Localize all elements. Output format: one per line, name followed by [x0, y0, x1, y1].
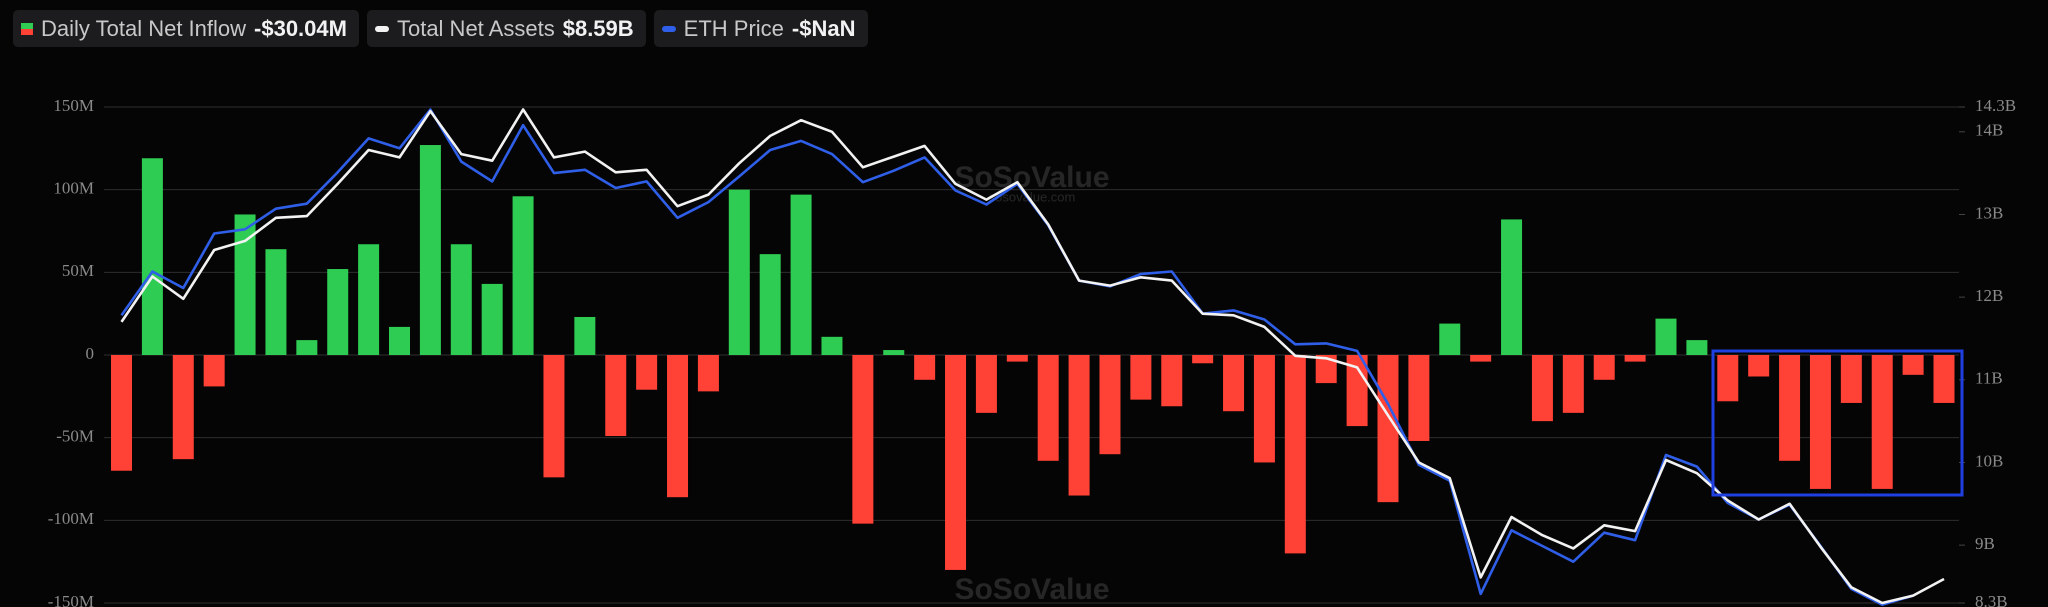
bar [1408, 355, 1430, 441]
y-tick-label: 50M [62, 261, 94, 280]
y2-tick-label: 14.3B [1975, 96, 2016, 115]
bar [1377, 355, 1399, 503]
bar [821, 336, 843, 355]
bar [1717, 355, 1739, 402]
bar [1346, 355, 1368, 427]
y2-tick-label: 8.3B [1975, 592, 2008, 607]
bar [1192, 355, 1214, 364]
legend-label: Total Net Assets [396, 15, 555, 41]
bar [728, 189, 750, 355]
bar [1284, 355, 1306, 554]
bar [1253, 355, 1275, 463]
grid: -150M -100M -50M 0 50M 100M 150M 8.3B 9B 10B 11B 12… [48, 96, 2016, 607]
bar [1439, 323, 1461, 355]
bar [234, 214, 256, 355]
bar [1779, 355, 1801, 461]
highlight-box [1711, 349, 1964, 497]
lines [120, 108, 1945, 606]
bar [605, 355, 627, 437]
bar [1099, 355, 1121, 455]
bar [1902, 355, 1924, 375]
bar [389, 326, 411, 355]
y-tick-label: -150M [48, 592, 94, 607]
legend-value: -$30.04M [254, 15, 347, 41]
bar [141, 158, 163, 355]
bar [1840, 355, 1862, 403]
bar [1933, 355, 1955, 403]
bar [1748, 355, 1770, 377]
bar [481, 283, 503, 355]
bar [1315, 355, 1337, 384]
bar [852, 355, 874, 524]
y-tick-label: 100M [53, 179, 94, 198]
bar [1871, 355, 1893, 489]
bar [1686, 340, 1708, 355]
bar [1501, 219, 1523, 355]
bar [111, 355, 132, 471]
watermark: SoSoValue [954, 573, 1109, 606]
bar [975, 355, 997, 413]
legend-value: $8.59B [562, 15, 634, 41]
bar [1655, 318, 1677, 355]
bar [697, 355, 719, 392]
y2-tick-label: 11B [1975, 369, 2003, 388]
bar [790, 194, 812, 355]
bar [327, 269, 349, 355]
legend: Daily Total Net Inflow -$30.04M Total Ne… [13, 10, 868, 47]
bar [636, 355, 658, 390]
legend-label: Daily Total Net Inflow [41, 15, 247, 41]
bar [1006, 355, 1028, 362]
bar [1223, 355, 1245, 412]
bar [296, 340, 318, 355]
watermark-url: sosovalue.com [989, 189, 1076, 204]
bar [1624, 355, 1646, 362]
bars [111, 145, 1955, 570]
bar [1161, 355, 1183, 407]
legend-item: Total Net Assets $8.59B [366, 10, 646, 47]
bar [883, 350, 905, 355]
bar [265, 249, 287, 355]
y2-tick-label: 13B [1975, 203, 2003, 222]
bar [543, 355, 565, 478]
bar [667, 355, 689, 498]
bar [945, 355, 967, 570]
y-tick-label: -50M [56, 427, 94, 446]
bar [1562, 355, 1584, 413]
y2-tick-label: 9B [1975, 534, 1995, 553]
legend-item: Daily Total Net Inflow -$30.04M [13, 10, 359, 47]
legend-value: -$NaN [791, 15, 856, 41]
bar [419, 145, 441, 355]
bar [172, 355, 194, 460]
legend-item: ETH Price -$NaN [653, 10, 868, 47]
y2-tick-label: 12B [1975, 286, 2003, 305]
y2-tick-label: 14B [1975, 121, 2003, 140]
bar [1470, 355, 1492, 362]
bar [358, 244, 380, 355]
legend-icon [661, 25, 676, 32]
y2-tick-label: 10B [1975, 451, 2003, 470]
y-tick-label: 150M [53, 96, 94, 115]
bar [1531, 355, 1553, 422]
bar [574, 316, 596, 355]
y-tick-label: 0 [86, 344, 95, 363]
bar [1068, 355, 1090, 496]
line [120, 108, 1945, 605]
bar [1593, 355, 1615, 380]
legend-label: ETH Price [683, 15, 784, 41]
bar [914, 355, 936, 380]
bar [1809, 355, 1831, 489]
bar [203, 355, 225, 387]
bar [1130, 355, 1152, 400]
y-tick-label: -100M [48, 509, 94, 528]
bar [450, 244, 472, 355]
legend-icon [21, 22, 33, 35]
watermark: SoSoValue [954, 161, 1109, 194]
bar [512, 196, 534, 355]
bar [1037, 355, 1059, 461]
legend-icon [374, 25, 389, 32]
bar [759, 254, 781, 355]
